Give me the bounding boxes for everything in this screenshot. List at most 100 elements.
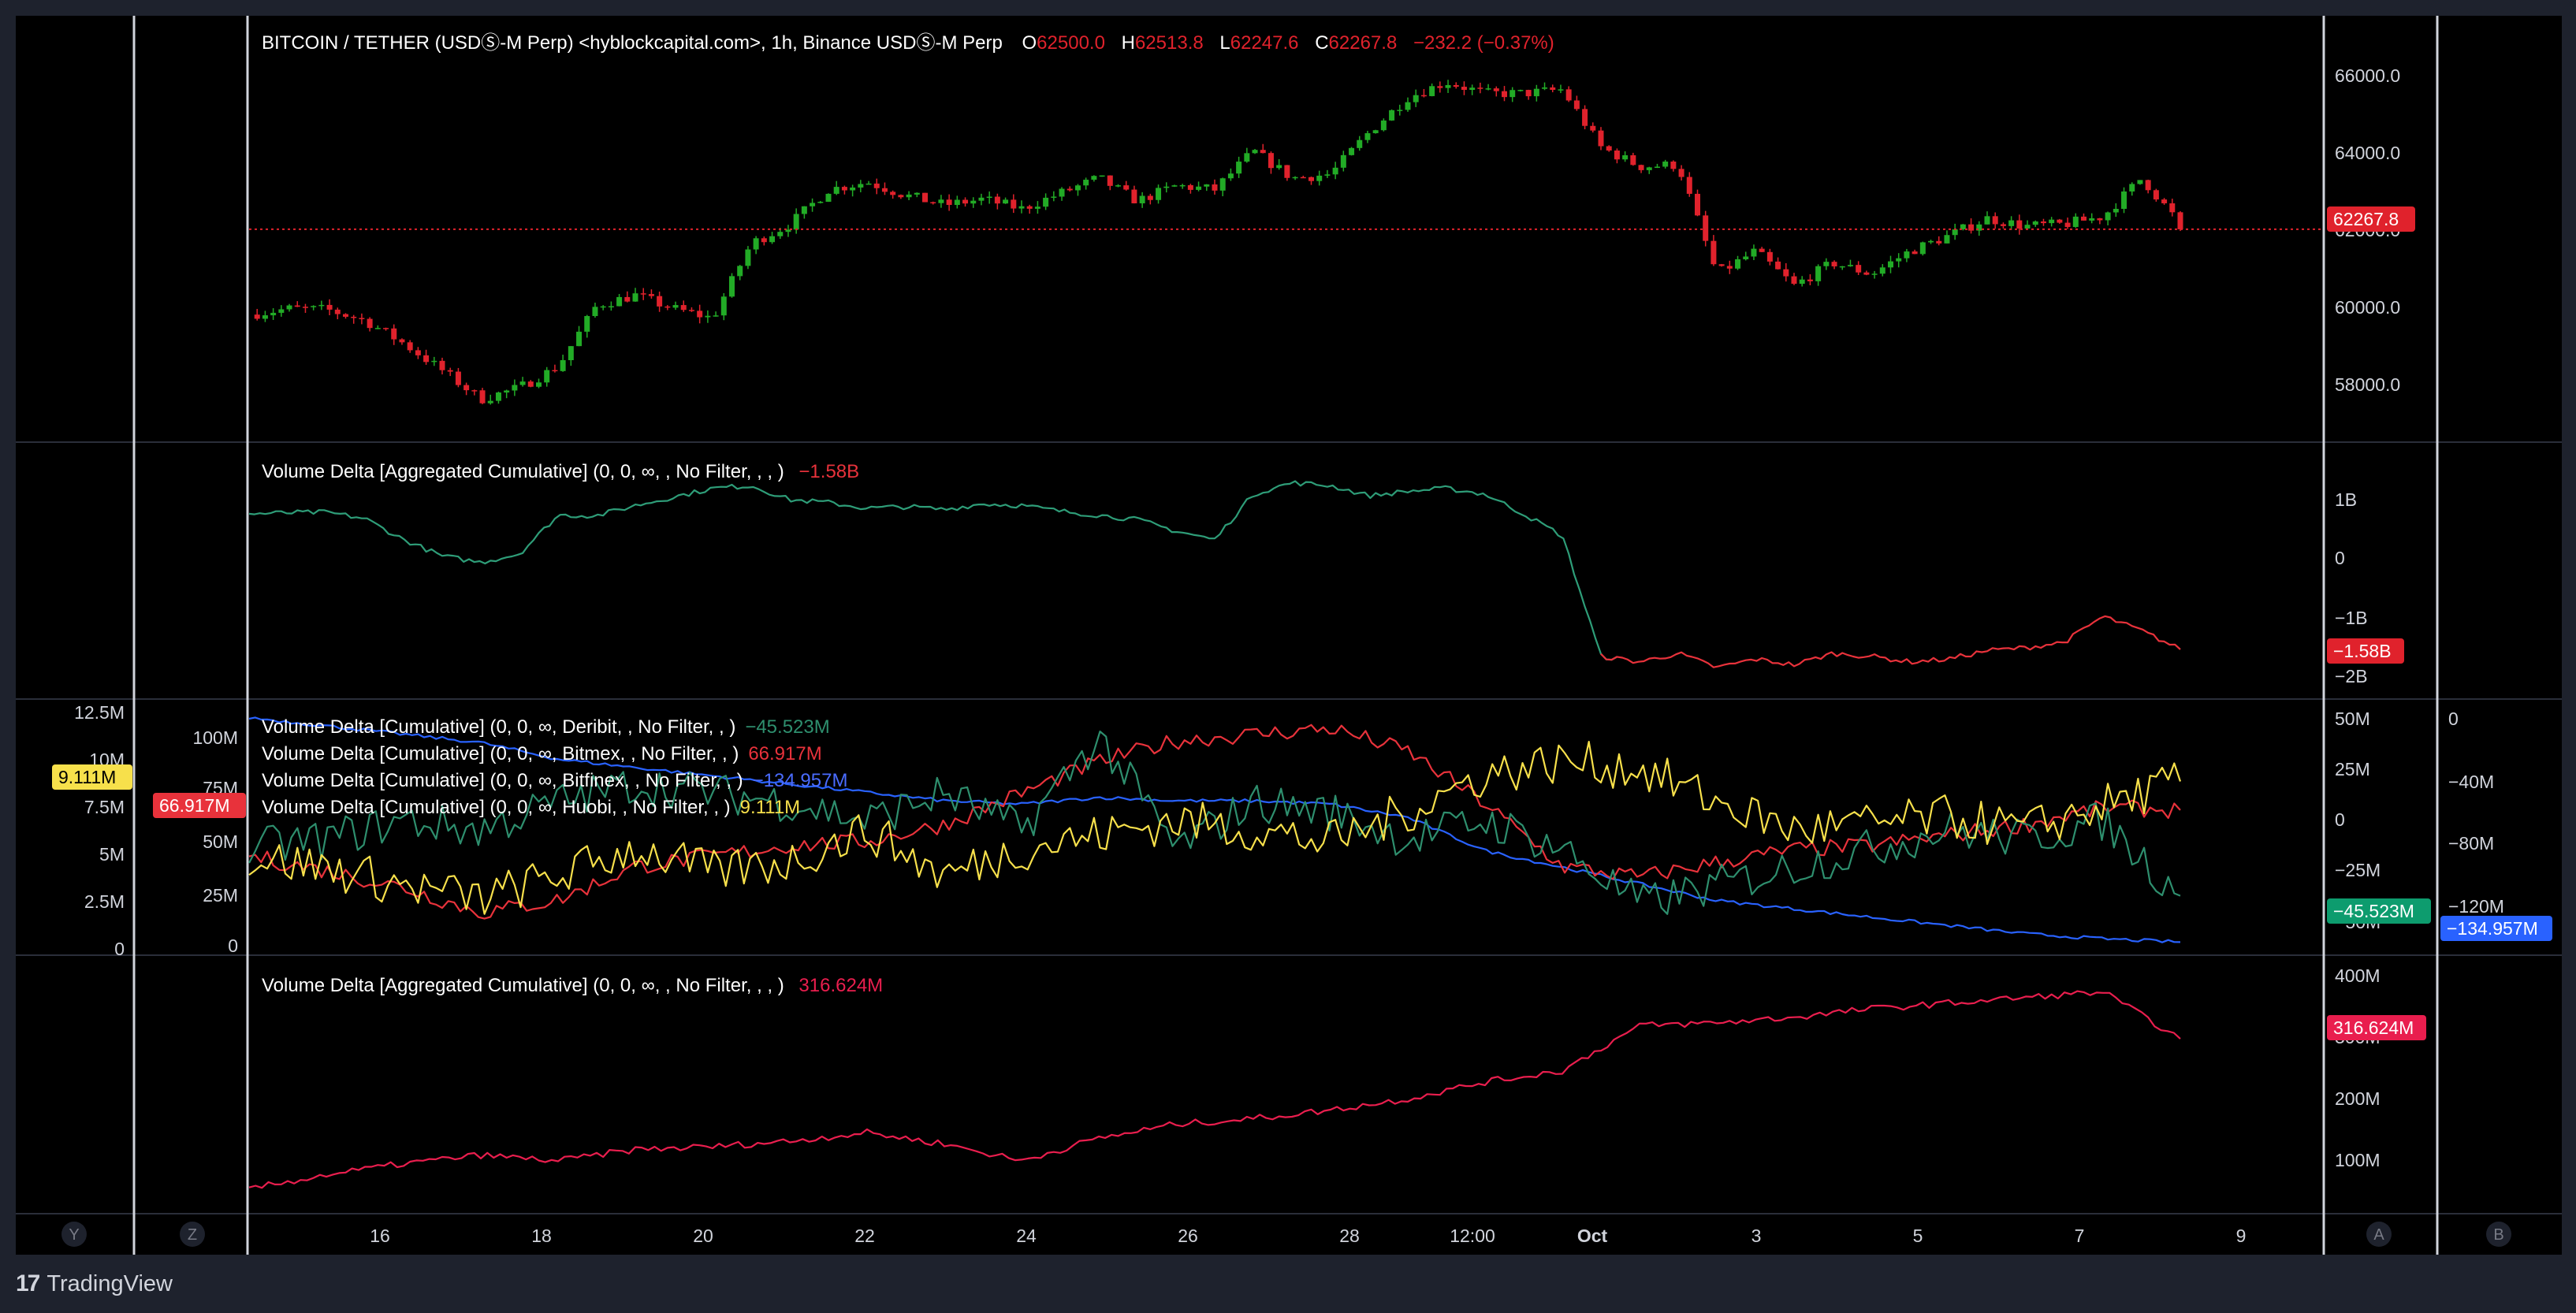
candle-body bbox=[825, 193, 832, 203]
candle-body bbox=[817, 202, 824, 203]
agg2-value-badge: 316.624M bbox=[2327, 1015, 2426, 1040]
last-price-text: 62267.8 bbox=[2333, 209, 2399, 229]
time-label: 9 bbox=[2236, 1226, 2247, 1246]
agg2-tick: 100M bbox=[2335, 1150, 2381, 1170]
candle-body bbox=[1389, 110, 1395, 121]
candle-body bbox=[592, 307, 598, 317]
huobi-legend-row: Volume Delta [Cumulative] (0, 0, ∞, Huob… bbox=[262, 797, 800, 818]
bitfinex-value: −134.957M bbox=[753, 770, 848, 791]
candle-body bbox=[1525, 90, 1532, 97]
time-label: 16 bbox=[370, 1226, 390, 1246]
candle-body bbox=[1839, 266, 1845, 268]
exchange-legends: Volume Delta [Cumulative] (0, 0, ∞, Deri… bbox=[262, 716, 847, 818]
candle-body bbox=[2016, 220, 2023, 229]
scale-y-tick: 0 bbox=[114, 939, 125, 959]
candle-body bbox=[560, 360, 566, 371]
agg1-legend-row: Volume Delta [Aggregated Cumulative] (0,… bbox=[262, 461, 859, 482]
scale-y-badge: 9.111M bbox=[52, 764, 132, 790]
scale-y-axis[interactable]: 12.5M 10M 7.5M 5M 2.5M 0 bbox=[74, 702, 125, 959]
candle-body bbox=[1420, 95, 1427, 97]
scale-button-z[interactable]: Z bbox=[180, 1222, 205, 1247]
candle-body bbox=[2049, 219, 2055, 224]
candle-body bbox=[504, 390, 510, 393]
candle-body bbox=[431, 360, 437, 363]
candle-body bbox=[471, 390, 478, 392]
scale-b-axis[interactable]: 0 −40M −80M −120M bbox=[2448, 709, 2504, 917]
candle-body bbox=[833, 187, 839, 194]
price-tick: 60000.0 bbox=[2335, 297, 2400, 318]
candle-body bbox=[1043, 197, 1049, 207]
candle-body bbox=[2057, 219, 2063, 223]
candle-body bbox=[624, 296, 631, 302]
candle-body bbox=[1743, 256, 1749, 260]
time-label: 7 bbox=[2075, 1226, 2085, 1246]
candle-body bbox=[536, 382, 542, 387]
axis-separators[interactable] bbox=[132, 16, 2439, 1255]
candle-body bbox=[1711, 240, 1717, 265]
candle-body bbox=[2113, 209, 2119, 213]
candle-body bbox=[343, 314, 348, 317]
candle-body bbox=[793, 214, 799, 230]
candle-body bbox=[423, 355, 430, 363]
candle-body bbox=[1131, 189, 1137, 203]
scale-button-y[interactable]: Y bbox=[61, 1222, 87, 1247]
candle-body bbox=[1823, 262, 1830, 266]
candle-body bbox=[2105, 212, 2111, 221]
candle-body bbox=[930, 202, 936, 204]
candle-body bbox=[1316, 175, 1323, 181]
candle-body bbox=[383, 328, 389, 329]
tradingview-brand[interactable]: 17 TradingView bbox=[16, 1266, 173, 1302]
candle-body bbox=[1791, 276, 1797, 285]
huobi-value: 9.111M bbox=[740, 797, 801, 818]
candle-body bbox=[729, 276, 735, 297]
chart-background bbox=[16, 16, 2562, 1214]
candle-body bbox=[1260, 150, 1266, 154]
candle-body bbox=[873, 183, 880, 188]
agg1-tick: 1B bbox=[2335, 489, 2357, 510]
candle-body bbox=[970, 200, 977, 204]
scale-y-tick: 7.5M bbox=[84, 797, 125, 817]
price-change: −232.2 (−0.37%) bbox=[1413, 32, 1554, 54]
candle-body bbox=[1695, 193, 1700, 216]
scale-buttons[interactable]: Y Z A B bbox=[61, 1222, 2511, 1247]
candle-body bbox=[1662, 162, 1669, 167]
candle-body bbox=[1364, 132, 1371, 140]
candle-body bbox=[1847, 265, 1853, 266]
candle-body bbox=[1074, 185, 1081, 191]
svg-text:Z: Z bbox=[188, 1226, 197, 1244]
agg2-line bbox=[248, 990, 2181, 1189]
candle-body bbox=[1163, 186, 1170, 188]
scale-z-axis[interactable]: 100M 75M 50M 25M 0 bbox=[192, 727, 238, 956]
scale-y-tick: 5M bbox=[99, 844, 125, 865]
candle-body bbox=[584, 316, 590, 332]
bitmex-legend: Volume Delta [Cumulative] (0, 0, ∞, Bitm… bbox=[262, 743, 739, 764]
scale-button-a[interactable]: A bbox=[2366, 1222, 2392, 1247]
candle-body bbox=[1550, 87, 1556, 91]
open-label: O bbox=[1022, 32, 1037, 54]
candle-body bbox=[1026, 206, 1033, 209]
candle-body bbox=[1517, 90, 1524, 91]
candle-body bbox=[1227, 173, 1234, 179]
candle-body bbox=[1936, 240, 1942, 244]
time-axis[interactable]: 16 18 20 22 24 26 28 12:00 Oct 3 5 7 9 bbox=[370, 1226, 2246, 1246]
candle-body bbox=[1582, 109, 1588, 126]
candle-body bbox=[318, 304, 325, 307]
candle-body bbox=[2040, 221, 2046, 224]
candle-body bbox=[1099, 175, 1105, 177]
candle-body bbox=[2177, 212, 2183, 229]
candle-body bbox=[841, 187, 847, 191]
candle-body bbox=[415, 350, 421, 355]
candle-body bbox=[1139, 195, 1145, 203]
candle-body bbox=[2072, 216, 2079, 227]
agg1-axis[interactable]: 1B 0 −1B −2B bbox=[2335, 489, 2368, 686]
scale-a-badge: −45.523M bbox=[2327, 898, 2431, 924]
scale-b-tick: −120M bbox=[2448, 896, 2504, 917]
scale-button-b[interactable]: B bbox=[2486, 1222, 2511, 1247]
agg2-badge-text: 316.624M bbox=[2333, 1017, 2414, 1038]
time-label: 5 bbox=[1913, 1226, 1923, 1246]
close-label: C bbox=[1315, 32, 1328, 54]
candle-body bbox=[1308, 177, 1314, 181]
candle-body bbox=[850, 187, 856, 191]
candle-body bbox=[1863, 272, 1870, 275]
candle-body bbox=[1493, 88, 1499, 91]
